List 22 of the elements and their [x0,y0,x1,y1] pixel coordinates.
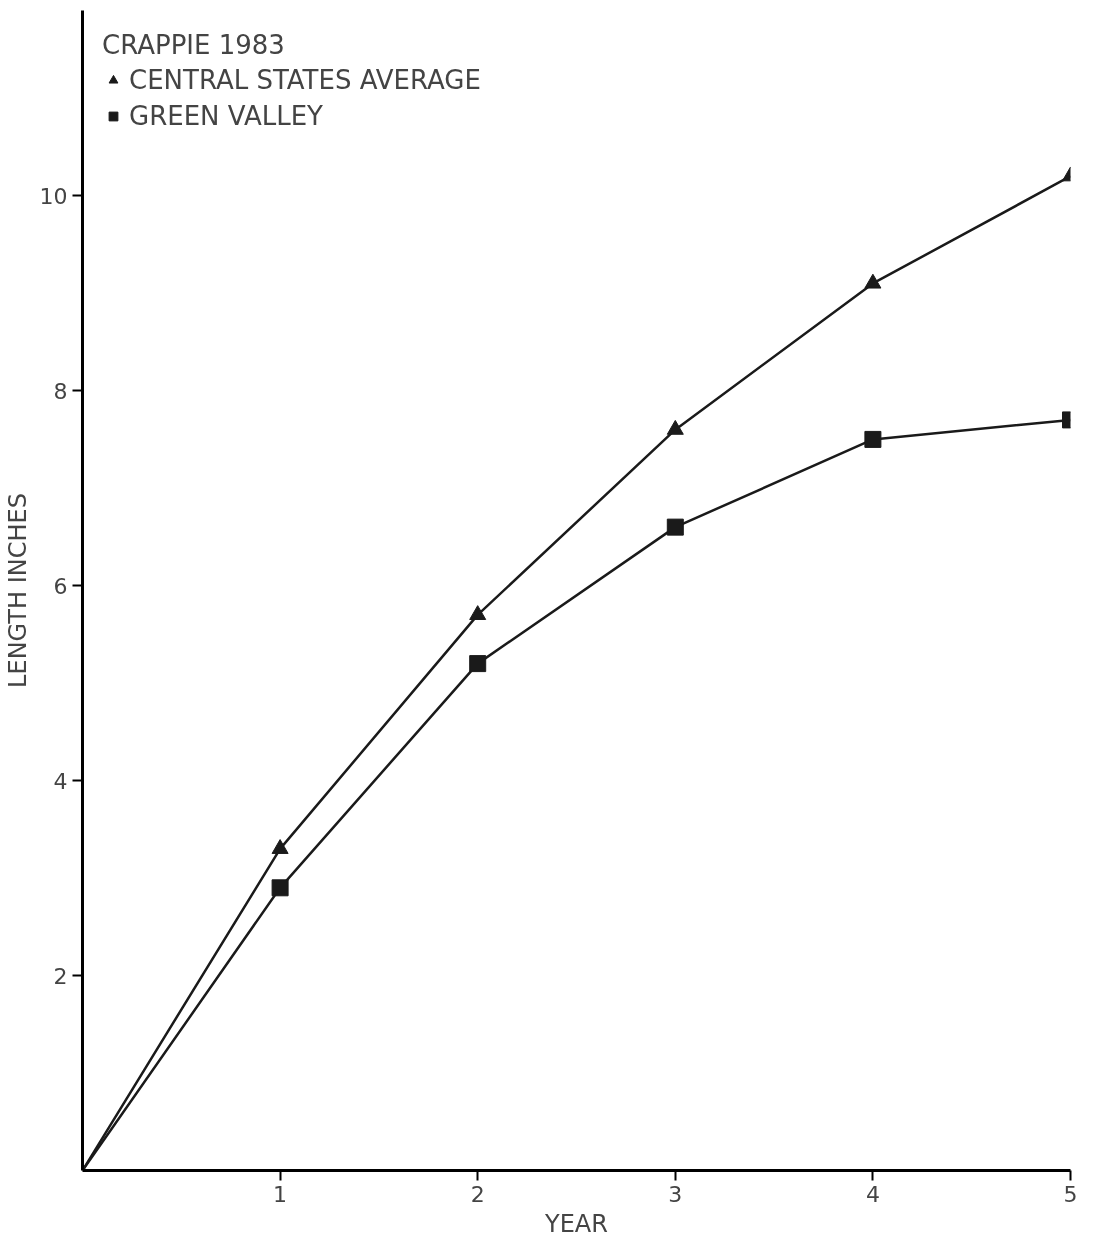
legend-label: CENTRAL STATES AVERAGE [129,65,481,95]
point [469,655,487,673]
x-tick-label: 4 [865,1181,880,1207]
point [864,430,882,448]
x-tick-label: 5 [1063,1181,1078,1207]
point [469,605,487,620]
y-tick-label: 2 [53,963,68,989]
point [864,273,882,289]
y-tick-label: 10 [39,183,68,209]
y-axis-title: LENGTH INCHES [3,493,32,688]
y-tick-label: 6 [53,573,68,599]
point [271,879,289,897]
x-tick-label: 3 [668,1181,683,1207]
y-tick-label: 4 [53,768,68,794]
point [666,419,684,435]
legend-label: GREEN VALLEY [129,101,323,131]
x-axis-title: YEAR [544,1209,608,1238]
x-tick-label: 1 [273,1181,288,1207]
legend-title: CRAPPIE 1983 [102,30,286,60]
x-tick-label: 2 [470,1181,485,1207]
point [666,518,684,536]
y-tick-label: 8 [53,378,68,404]
